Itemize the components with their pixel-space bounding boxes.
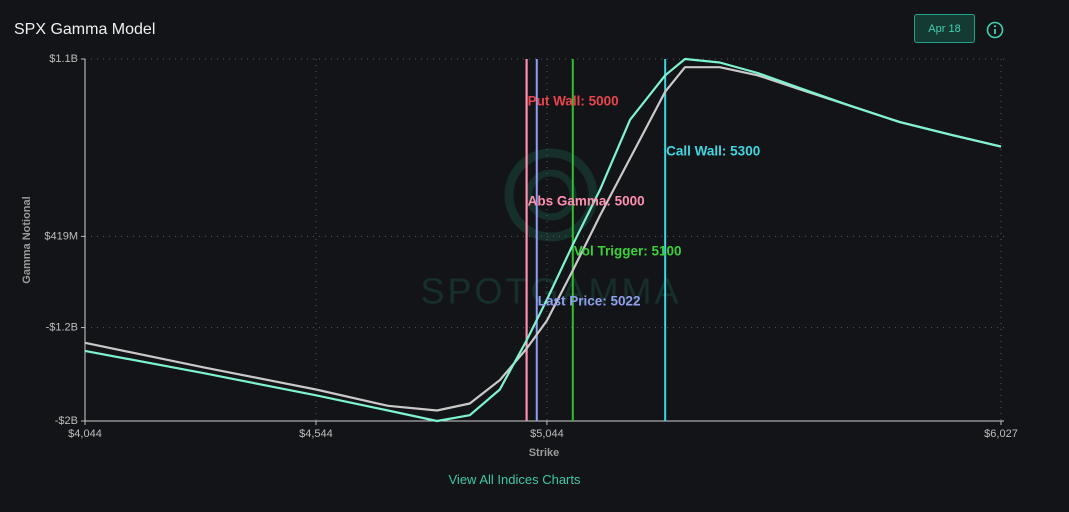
- x-tick-label: $6,027: [984, 428, 1018, 440]
- watermark-logo: [504, 148, 598, 242]
- x-axis-label: Strike: [529, 447, 560, 459]
- y-tick-label: -$1.2B: [46, 321, 78, 333]
- y-tick-label: $419M: [44, 230, 78, 242]
- gamma-line: [84, 57, 1002, 423]
- marker-label: Call Wall: 5300: [666, 144, 760, 159]
- x-tick-label: $4,544: [299, 428, 333, 440]
- view-all-link[interactable]: View All Indices Charts: [448, 472, 581, 487]
- watermark-text: SPOTGAMMA: [420, 271, 681, 312]
- y-tick-label: -$2B: [55, 415, 78, 427]
- y-tick-label: $1.1B: [49, 53, 78, 65]
- page-title: SPX Gamma Model: [14, 21, 156, 38]
- x-tick-label: $4,044: [68, 428, 102, 440]
- marker-label: Last Price: 5022: [538, 294, 641, 309]
- y-axis-label: Gamma Notional: [21, 196, 33, 283]
- date-button[interactable]: Apr 18: [914, 14, 975, 43]
- watermark: SPOTGAMMA: [420, 148, 681, 312]
- marker-label: Vol Trigger: 5100: [574, 244, 682, 259]
- chart: SPOTGAMMA $1.1B $419M -$1.2B -$2B$4,044 $4,54…: [21, 53, 1018, 459]
- marker-label: Abs Gamma: 5000: [528, 194, 645, 209]
- info-icon[interactable]: [986, 21, 1004, 39]
- x-tick-label: $5,044: [530, 428, 564, 440]
- marker-label: Put Wall: 5000: [528, 94, 619, 109]
